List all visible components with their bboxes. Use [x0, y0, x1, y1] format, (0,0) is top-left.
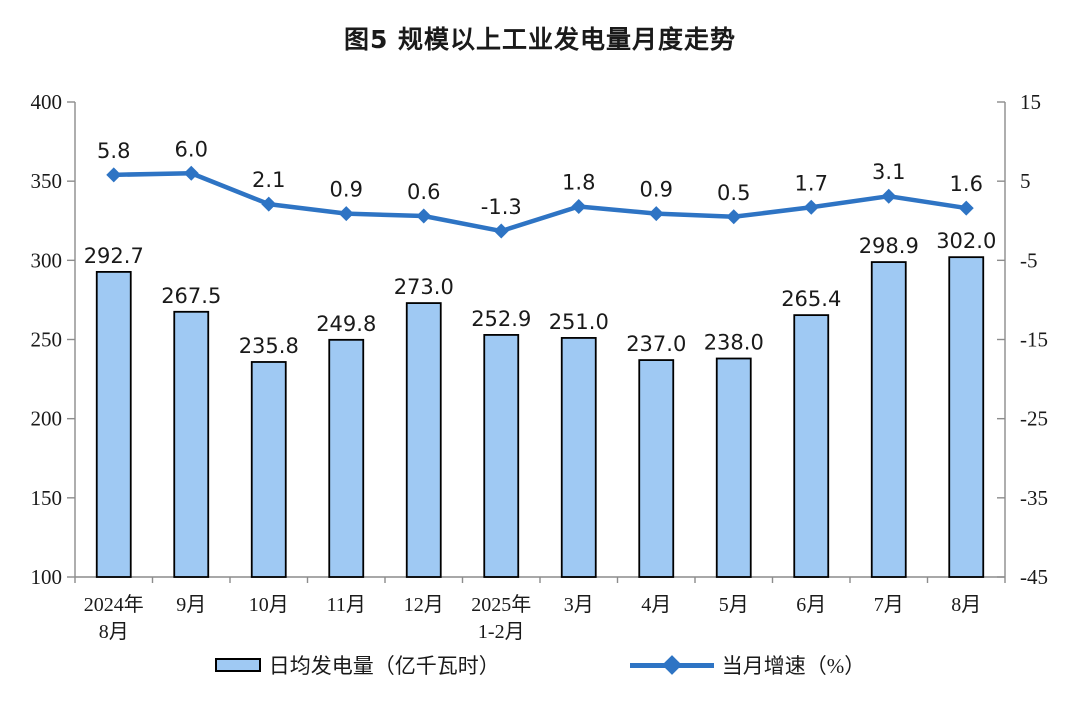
- bar: [793, 314, 830, 578]
- left-axis-tick-label: 350: [31, 169, 63, 193]
- line-marker-diamond: [726, 209, 742, 225]
- bar: [870, 261, 907, 578]
- right-axis-tick-label: -5: [1020, 248, 1038, 272]
- left-axis-tick-label: 300: [31, 248, 63, 272]
- line-marker-diamond: [958, 200, 974, 216]
- bar-value-label: 292.7: [84, 244, 144, 268]
- line-marker-diamond: [571, 199, 587, 214]
- bar: [95, 270, 132, 578]
- left-axis-tick-label: 150: [31, 486, 63, 510]
- legend-item-line: 当月增速（%）: [629, 650, 866, 680]
- bar-value-label: 273.0: [394, 275, 454, 299]
- bar: [483, 334, 520, 578]
- x-category-label: 10月: [249, 594, 289, 616]
- bar: [560, 337, 597, 578]
- chart-plot-area: 400 350 300 250 200 150 100 15 5 -5 -15 -25 -35 -45 20…: [31, 90, 1049, 643]
- line-value-label: 1.6: [950, 172, 983, 196]
- line-value-label: 0.9: [330, 178, 363, 202]
- right-axis-tick-label: -35: [1020, 486, 1048, 510]
- line-value-label: 0.6: [407, 180, 440, 204]
- bar-value-label: 265.4: [781, 287, 841, 311]
- line-marker-diamond: [261, 196, 277, 212]
- line-value-label: -1.3: [481, 195, 522, 219]
- line-marker-diamond: [416, 208, 432, 224]
- bar-value-label: 252.9: [471, 307, 531, 331]
- line-value-label: 0.9: [640, 178, 673, 202]
- line-value-label: 6.0: [175, 137, 208, 161]
- left-axis-tick-label: 250: [31, 328, 63, 352]
- left-axis-tick-label: 100: [31, 565, 63, 589]
- bar-value-label: 238.0: [704, 331, 764, 355]
- bar: [715, 357, 752, 578]
- x-category-label: 1-2月: [478, 621, 525, 643]
- x-category-label: 3月: [564, 594, 594, 616]
- x-category-label: 2024年: [84, 593, 144, 616]
- line-marker-diamond: [338, 206, 354, 222]
- right-axis-tick-label: 15: [1020, 90, 1041, 114]
- chart-svg: 400 350 300 250 200 150 100 15 5 -5 -15 -25 -35 -45 20…: [31, 90, 1049, 643]
- bar: [250, 361, 287, 578]
- line-marker-diamond: [106, 167, 122, 183]
- line-value-label: 2.1: [252, 168, 285, 192]
- line-marker-diamond: [493, 223, 509, 239]
- left-axis-tick-label: 200: [31, 407, 63, 431]
- line-value-label: 0.5: [717, 181, 750, 205]
- right-axis-tick-label: -45: [1020, 565, 1048, 589]
- bar-value-label: 302.0: [936, 229, 996, 253]
- bar-value-label: 249.8: [316, 312, 376, 336]
- right-axis-tick-label: 5: [1020, 169, 1031, 193]
- line-marker-diamond: [881, 188, 897, 204]
- legend-item-bar: 日均发电量（亿千瓦时）: [214, 650, 500, 680]
- x-category-label: 12月: [404, 594, 444, 616]
- bar-value-label: 298.9: [859, 234, 919, 258]
- x-category-label: 7月: [874, 594, 904, 616]
- chart-title: 图5 规模以上工业发电量月度走势: [343, 25, 737, 54]
- legend-line-label: 当月增速（%）: [721, 654, 866, 678]
- chart-legend: 日均发电量（亿千瓦时） 当月增速（%）: [0, 650, 1080, 680]
- line-series-swatch-icon: [629, 655, 714, 675]
- line-marker-diamond: [648, 206, 664, 222]
- right-axis-tick-label: -25: [1020, 407, 1048, 431]
- bar-series-swatch-icon: [214, 658, 261, 672]
- bar: [328, 338, 365, 578]
- x-category-label: 8月: [99, 621, 129, 643]
- bar-value-label: 237.0: [626, 332, 686, 356]
- left-axis-tick-label: 400: [31, 90, 63, 114]
- x-category-label: 4月: [641, 594, 671, 616]
- x-category-label: 5月: [719, 594, 749, 616]
- x-category-label: 9月: [176, 594, 206, 616]
- line-value-label: 5.8: [97, 139, 130, 163]
- x-category-label: 11月: [327, 594, 366, 616]
- line-marker-diamond: [803, 199, 819, 215]
- line-value-label: 1.8: [562, 171, 595, 195]
- x-category-label: 2025年: [471, 593, 531, 616]
- bar: [405, 302, 442, 578]
- bar-value-label: 235.8: [239, 334, 299, 358]
- x-category-label: 8月: [951, 594, 981, 616]
- trend-line: [111, 171, 969, 234]
- line-value-label: 1.7: [795, 171, 828, 195]
- bar: [948, 256, 985, 578]
- bar-value-label: 267.5: [161, 284, 221, 308]
- bar: [173, 310, 210, 578]
- right-axis-tick-label: -15: [1020, 328, 1048, 352]
- x-category-label: 6月: [796, 594, 826, 616]
- line-marker-diamond: [183, 165, 199, 181]
- bar-value-label: 251.0: [549, 310, 609, 334]
- legend-bar-label: 日均发电量（亿千瓦时）: [268, 654, 500, 678]
- bar: [638, 359, 675, 578]
- line-value-label: 3.1: [872, 160, 905, 184]
